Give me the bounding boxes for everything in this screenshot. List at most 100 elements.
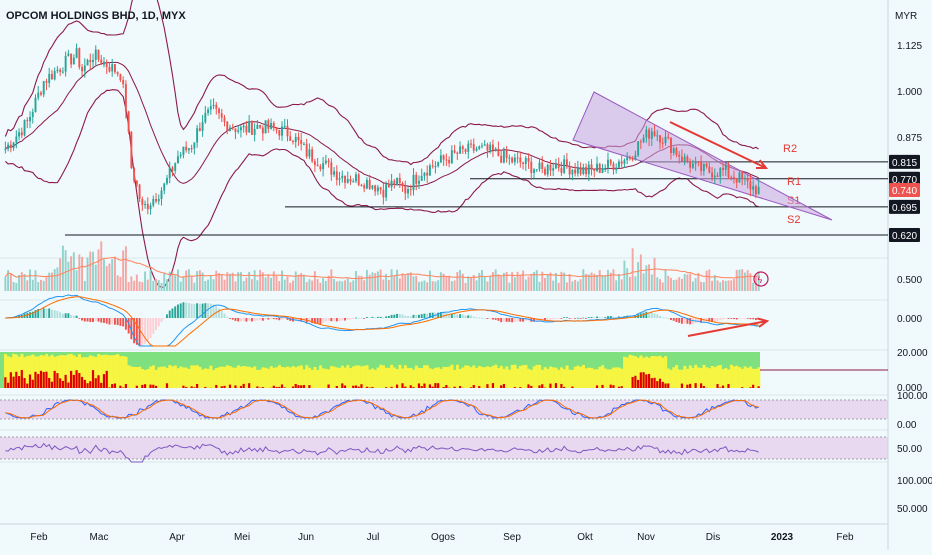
pressure-red-bar (65, 375, 67, 388)
candle-body (607, 160, 609, 168)
candle-body (749, 181, 751, 189)
volume-bar (87, 258, 89, 291)
pressure-red-bar (662, 382, 664, 388)
macd-histogram-bar (339, 318, 341, 321)
volume-bar (374, 273, 376, 291)
volume-bar (108, 264, 110, 291)
candle-body (369, 180, 371, 189)
volume-bar (665, 269, 667, 291)
candle-body (602, 170, 604, 173)
volume-bar (536, 270, 538, 291)
volume-bar (580, 279, 582, 291)
volume-bar (322, 278, 324, 291)
pressure-red-bar (681, 384, 683, 388)
pressure-red-bar (404, 387, 406, 388)
macd-histogram-bar (517, 318, 519, 321)
volume-bar (747, 270, 749, 291)
volume-bar (177, 270, 179, 291)
candle-body (432, 166, 434, 167)
macd-histogram-bar (193, 304, 195, 318)
pressure-yellow-bar (566, 365, 569, 388)
volume-bar (465, 283, 467, 291)
volume-bar (612, 269, 614, 291)
volume-bar (476, 280, 478, 291)
candle-body (634, 155, 636, 159)
price-axis-tick: 1.000 (897, 87, 922, 98)
pressure-yellow-bar (245, 366, 248, 388)
candle-body (122, 80, 124, 84)
candle-body (481, 146, 483, 147)
volume-bar (62, 246, 64, 291)
candle-body (150, 205, 152, 209)
volume-bar (689, 274, 691, 291)
macd-histogram-bar (486, 318, 488, 319)
macd-histogram-bar (54, 310, 56, 318)
pressure-yellow-bar (111, 355, 114, 388)
macd-histogram-bar (675, 318, 677, 322)
macd-histogram-bar (177, 304, 179, 318)
candle-body (476, 149, 478, 151)
pressure-red-bar (125, 384, 127, 388)
volume-bar (256, 280, 258, 291)
macd-histogram-bar (388, 316, 390, 318)
volume-bar (344, 280, 346, 291)
pressure-red-bar (664, 384, 666, 388)
pressure-red-bar (478, 386, 480, 388)
pressure-yellow-bar (552, 367, 555, 388)
macd-histogram-bar (465, 316, 467, 318)
pressure-yellow-bar (234, 368, 237, 388)
pressure-yellow-bar (420, 368, 423, 388)
volume-bar (607, 270, 609, 291)
candle-body (547, 165, 549, 175)
macd-histogram-bar (423, 314, 425, 318)
volume-bar (106, 266, 108, 291)
pressure-yellow-bar (478, 366, 481, 388)
pressure-yellow-bar (198, 367, 201, 388)
pressure-yellow-bar (579, 367, 582, 388)
candle-body (591, 165, 593, 169)
volume-bar (528, 277, 530, 291)
volume-bar (311, 280, 313, 291)
macd-histogram-bar (92, 318, 94, 322)
volume-bar (634, 276, 636, 291)
volume-bar (163, 273, 165, 291)
volume-bar (215, 271, 217, 291)
pressure-red-bar (26, 384, 28, 388)
volume-bar (32, 280, 34, 291)
volume-bar (686, 275, 688, 291)
candle-body (514, 157, 516, 162)
pressure-yellow-bar (530, 370, 533, 388)
pressure-yellow-bar (533, 366, 536, 388)
candle-body (558, 164, 560, 168)
candle-body (404, 186, 406, 193)
volume-bar (432, 281, 434, 291)
pressure-yellow-bar (355, 365, 358, 388)
candle-body (171, 167, 173, 170)
candle-body (92, 60, 94, 62)
candle-body (643, 138, 645, 142)
time-axis-tick: Sep (503, 532, 521, 543)
volume-bar (26, 280, 28, 291)
volume-bar (254, 270, 256, 291)
volume-bar (276, 276, 278, 291)
time-axis-tick: Feb (836, 532, 854, 543)
price-axis-tick: 100.00 (897, 391, 928, 402)
candle-body (747, 178, 749, 181)
pressure-yellow-bar (163, 367, 166, 388)
pressure-red-bar (653, 378, 655, 388)
pressure-red-bar (284, 387, 286, 388)
candle-body (311, 149, 313, 161)
candle-body (248, 121, 250, 132)
pressure-red-bar (432, 387, 434, 388)
volume-bar (396, 270, 398, 291)
pressure-yellow-bar (601, 365, 604, 388)
macd-histogram-bar (659, 316, 661, 318)
pressure-yellow-bar (483, 367, 486, 388)
pressure-yellow-bar (440, 369, 443, 388)
volume-bar (89, 252, 91, 291)
volume-bar (355, 271, 357, 291)
macd-histogram-bar (684, 318, 686, 324)
pressure-red-bar (308, 385, 310, 388)
volume-bar (544, 278, 546, 291)
